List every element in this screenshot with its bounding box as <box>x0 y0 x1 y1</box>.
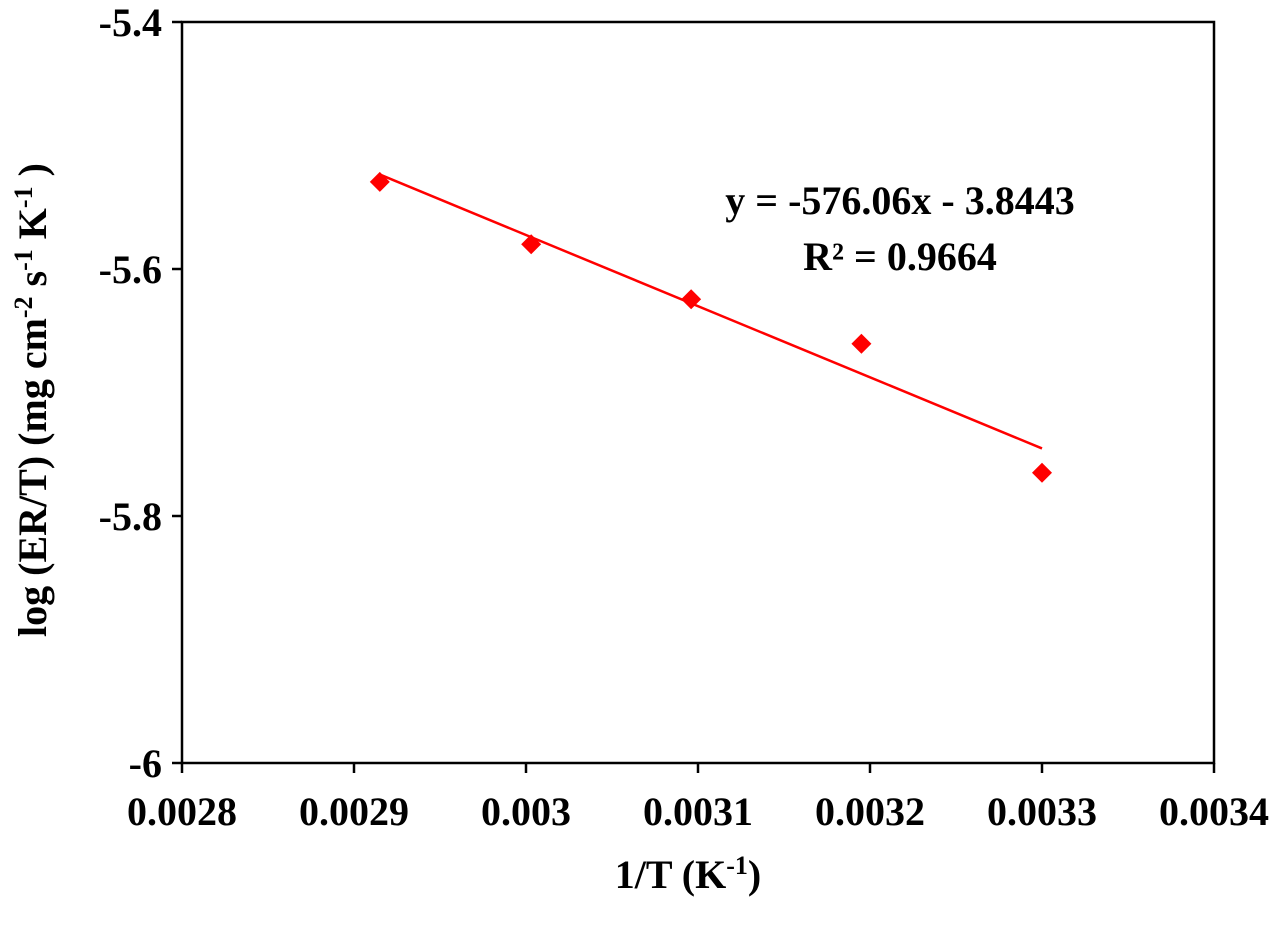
equation-annotation: y = -576.06x - 3.8443 <box>725 178 1074 223</box>
y-tick-label: -5.4 <box>99 0 162 45</box>
plot-area <box>180 20 1216 765</box>
data-point <box>369 171 390 192</box>
x-tick-label: 0.0031 <box>643 789 753 834</box>
y-tick-label: -6 <box>129 741 162 786</box>
data-points <box>369 171 1052 483</box>
data-point <box>681 289 702 310</box>
y-tick-label: -5.6 <box>99 247 162 292</box>
x-tick-label: 0.0032 <box>815 789 925 834</box>
trendline <box>379 173 1043 450</box>
x-tick-label: 0.0033 <box>987 789 1097 834</box>
data-point <box>1032 462 1052 483</box>
y-axis-title: log (ER/T) (mg cm-2 s-1 K-1 ) <box>9 163 55 637</box>
x-tick-label: 0.003 <box>481 789 571 834</box>
y-axis-ticks: -5.4 -5.6 -5.8 -6 <box>99 0 182 786</box>
data-point <box>521 234 542 255</box>
trendline-group <box>379 173 1043 450</box>
r-squared-annotation: R² = 0.9664 <box>803 234 997 279</box>
x-axis-ticks: 0.0028 0.0029 0.003 0.0031 0.0032 0.0033 0.003… <box>127 763 1269 834</box>
data-point <box>851 333 872 354</box>
x-axis-title: 1/T (K-1) <box>615 851 762 897</box>
x-tick-label: 0.0028 <box>127 789 237 834</box>
x-tick-label: 0.0029 <box>299 789 409 834</box>
x-tick-label: 0.0034 <box>1159 789 1269 834</box>
y-tick-label: -5.8 <box>99 494 162 539</box>
